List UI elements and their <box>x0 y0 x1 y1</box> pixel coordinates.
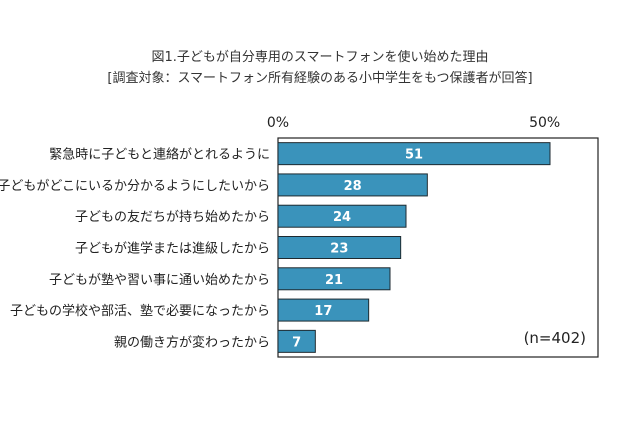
data-label: 24 <box>333 210 351 225</box>
category-label: 緊急時に子どもと連絡がとれるように <box>49 147 270 163</box>
category-label: 子どもが塾や習い事に通い始めたから <box>49 272 270 288</box>
category-label: 子どもがどこにいるか分かるようにしたいから <box>0 179 270 194</box>
bar <box>277 142 551 166</box>
data-label: 7 <box>292 335 301 350</box>
chart-subtitle: [調査対象：スマートフォン所有経験のある小中学生をもつ保護者が回答] <box>107 71 533 86</box>
category-label: 親の働き方が変わったから <box>114 334 270 350</box>
bar <box>277 173 428 197</box>
bar <box>277 204 407 228</box>
data-label: 51 <box>405 148 423 163</box>
bar <box>277 329 316 353</box>
category-label: 子どもの友だちが持ち始めたから <box>75 209 270 225</box>
data-label: 21 <box>325 273 343 288</box>
sample-size-note: (n=402) <box>524 329 586 347</box>
bar <box>277 236 402 259</box>
chart-title: 図1.子どもが自分専用のスマートフォンを使い始めた理由 <box>151 50 489 65</box>
x-tick-label: 0% <box>267 115 289 131</box>
x-tick-label: 50% <box>529 115 560 131</box>
bar <box>277 267 391 291</box>
category-label: 子どもの学校や部活、塾で必要になったから <box>10 303 270 319</box>
category-label: 子どもが進学または進級したから <box>75 241 270 257</box>
data-label: 17 <box>314 304 332 319</box>
bar <box>277 298 370 322</box>
data-label: 23 <box>330 242 348 257</box>
data-label: 28 <box>344 179 362 194</box>
